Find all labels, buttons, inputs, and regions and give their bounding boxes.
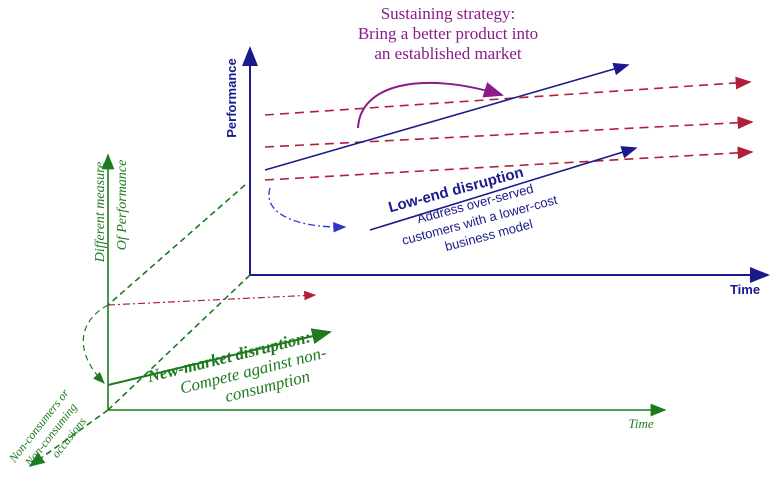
sustaining-arrow [357, 81, 504, 129]
text-line: Bring a better product into [358, 24, 538, 43]
third-axis-text: Different measure Of Performance [93, 160, 130, 264]
text-line: Different measure [93, 162, 108, 263]
text-line: Of Performance [115, 160, 130, 251]
bottom-axes [28, 153, 667, 467]
x-axis-label: Time [730, 282, 760, 297]
technology-lines [264, 62, 638, 231]
new-market-line [107, 328, 332, 386]
sustaining-text: Sustaining strategy: Bring a better prod… [358, 4, 538, 63]
low-end-text: Low-end disruption Address over-served c… [387, 164, 560, 254]
y-axis-label: Performance [224, 58, 239, 137]
new-market-curve [82, 304, 109, 384]
market-demand-lines [264, 76, 754, 181]
new-market-text: New-market disruption: Compete against n… [145, 327, 329, 406]
text-line: Sustaining strategy: [381, 4, 516, 23]
low-end-arrow [268, 187, 347, 233]
new-market-demand [107, 290, 317, 306]
text-line: an established market [374, 44, 522, 63]
depth-axis-text: Non-consumers or Non-consuming occasions [5, 386, 89, 470]
top-axes [242, 46, 770, 283]
bottom-x-axis-label: Time [628, 416, 654, 431]
